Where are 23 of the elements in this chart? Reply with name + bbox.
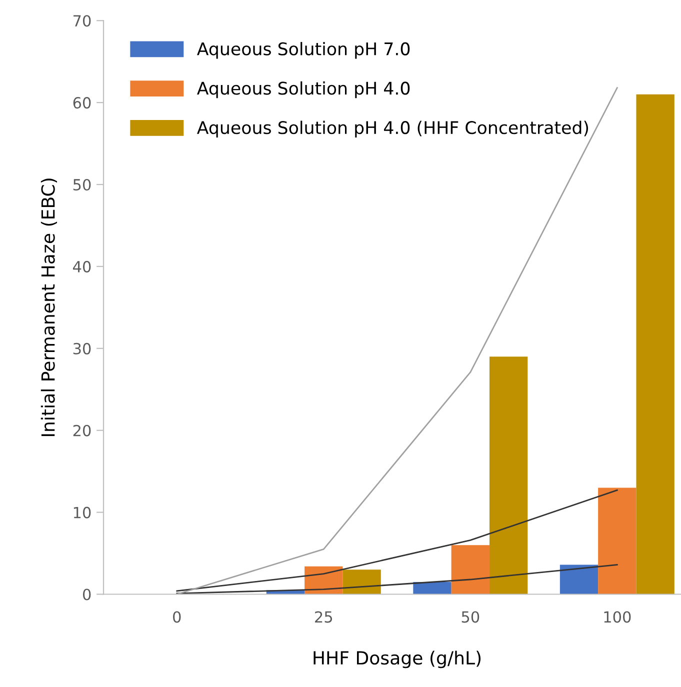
bar xyxy=(560,564,598,594)
x-tick-label: 50 xyxy=(462,611,480,623)
bar xyxy=(342,570,381,594)
bar xyxy=(598,488,636,594)
bar xyxy=(451,545,490,594)
y-tick-label: 0 xyxy=(82,588,91,600)
x-tick-label: 100 xyxy=(604,611,631,623)
x-tick-label: 25 xyxy=(315,611,332,623)
y-tick-label: 30 xyxy=(73,342,91,354)
bar xyxy=(636,94,674,594)
y-tick-label: 60 xyxy=(73,97,91,109)
x-axis-title: HHF Dosage (g/hL) xyxy=(314,650,481,668)
y-tick-label: 20 xyxy=(73,424,91,436)
legend-label: Aqueous Solution pH 7.0 xyxy=(196,42,410,59)
x-tick-label: 0 xyxy=(173,611,181,623)
y-tick-label: 50 xyxy=(73,178,91,191)
bar xyxy=(489,356,528,594)
legend-label: Aqueous Solution pH 4.0 (HHF Concentrated) xyxy=(196,120,588,138)
y-axis-title: Initial Permanent Haze (EBC) xyxy=(40,178,58,436)
y-tick-label: 10 xyxy=(74,506,91,518)
y-tick-label: 70 xyxy=(74,15,91,27)
y-tick-label: 40 xyxy=(73,260,91,272)
legend-label: Aqueous Solution pH 4.0 xyxy=(196,81,410,98)
